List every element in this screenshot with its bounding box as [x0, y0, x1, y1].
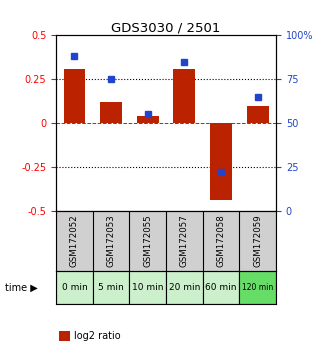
Text: 120 min: 120 min [242, 283, 273, 292]
Text: GSM172059: GSM172059 [253, 215, 262, 267]
Bar [239, 271, 276, 304]
Text: GSM172057: GSM172057 [180, 215, 189, 268]
Title: GDS3030 / 2501: GDS3030 / 2501 [111, 21, 221, 34]
Bar [247, 105, 269, 123]
Bar [93, 271, 129, 304]
Text: GSM172055: GSM172055 [143, 215, 152, 268]
Bar [166, 271, 203, 304]
Bar [129, 271, 166, 304]
Bar [173, 69, 195, 123]
Bar [210, 123, 232, 200]
Bar [64, 69, 85, 123]
Text: 20 min: 20 min [169, 283, 200, 292]
Text: 0 min: 0 min [62, 283, 87, 292]
Text: GSM172058: GSM172058 [217, 215, 226, 268]
Text: 5 min: 5 min [98, 283, 124, 292]
Bar [137, 116, 159, 123]
Text: 60 min: 60 min [205, 283, 237, 292]
Bar [56, 271, 93, 304]
Text: 10 min: 10 min [132, 283, 163, 292]
Text: log2 ratio: log2 ratio [74, 331, 120, 341]
Bar [100, 102, 122, 123]
Text: GSM172052: GSM172052 [70, 215, 79, 268]
Bar [203, 271, 239, 304]
Text: GSM172053: GSM172053 [107, 215, 116, 268]
Text: time ▶: time ▶ [5, 283, 38, 293]
